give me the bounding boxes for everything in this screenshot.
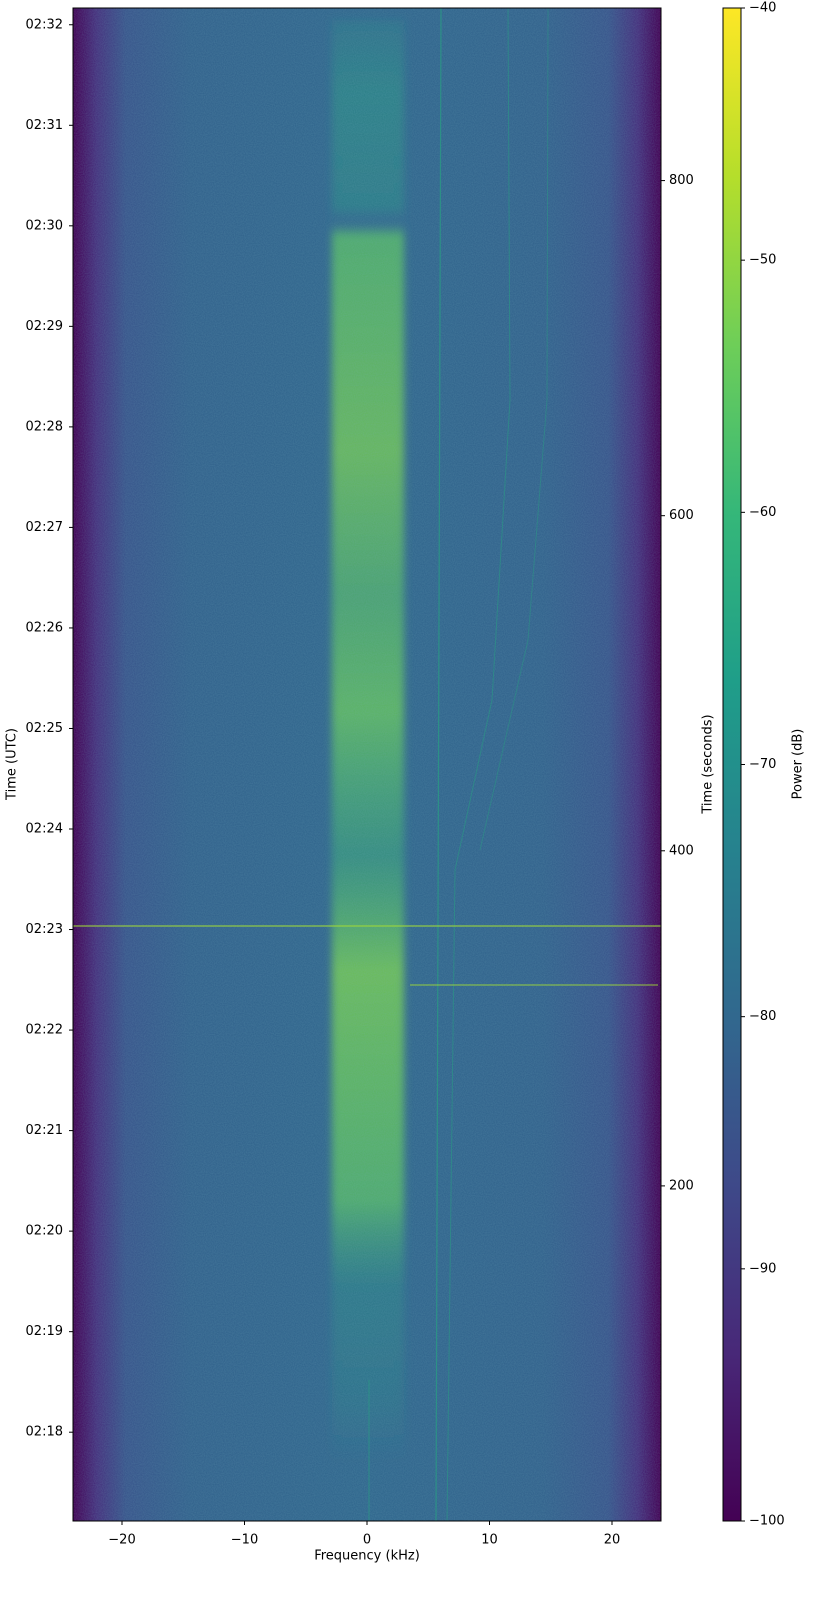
x-axis-label: Frequency (kHz) (314, 1549, 420, 1564)
colorbar-label: Power (dB) (791, 729, 806, 800)
y-tick-label: 02:21 (26, 1123, 63, 1138)
colorbar-tick-label: −70 (749, 757, 776, 772)
y-tick-label: 02:23 (26, 922, 63, 937)
y2-tick-label: 200 (669, 1178, 694, 1193)
colorbar-tick-label: −60 (749, 505, 776, 520)
colorbar-tick-label: −40 (749, 1, 776, 16)
carrier-line (435, 7, 442, 1522)
colorbar-tick-label: −100 (749, 1514, 785, 1529)
x-tick-label: −10 (231, 1533, 258, 1548)
x-tick-label: 20 (604, 1533, 621, 1548)
colorbar-tick-label: −80 (749, 1009, 776, 1024)
y-tick-label: 02:31 (26, 118, 63, 133)
y-tick-label: 02:19 (26, 1324, 63, 1339)
y-tick-label: 02:24 (26, 822, 63, 837)
y2-tick-label: 400 (669, 843, 694, 858)
colorbar-tick-label: −90 (749, 1261, 776, 1276)
x-tick-label: −20 (108, 1533, 135, 1548)
x-tick-label: 0 (363, 1533, 371, 1548)
y-tick-label: 02:29 (26, 319, 63, 334)
y-tick-label: 02:30 (26, 218, 63, 233)
y2-tick-label: 600 (669, 508, 694, 523)
colorbar-tick-label: −50 (749, 253, 776, 268)
spectrogram-image (73, 7, 661, 1522)
colorbar (722, 7, 742, 1522)
x-tick-label: 10 (481, 1533, 498, 1548)
y-tick-label: 02:27 (26, 520, 63, 535)
y-tick-label: 02:32 (26, 17, 63, 32)
y-tick-label: 02:20 (26, 1224, 63, 1239)
y-tick-label: 02:18 (26, 1425, 63, 1440)
y-tick-label: 02:25 (26, 721, 63, 736)
y2-tick-label: 800 (669, 173, 694, 188)
y-tick-label: 02:28 (26, 419, 63, 434)
y2-axis-label: Time (seconds) (701, 714, 716, 814)
y-tick-label: 02:22 (26, 1023, 63, 1038)
drift-line (446, 7, 511, 1522)
y-tick-label: 02:26 (26, 620, 63, 635)
drift-line (479, 7, 549, 851)
noise-texture (73, 8, 661, 1521)
y-axis-label: Time (UTC) (5, 728, 20, 801)
